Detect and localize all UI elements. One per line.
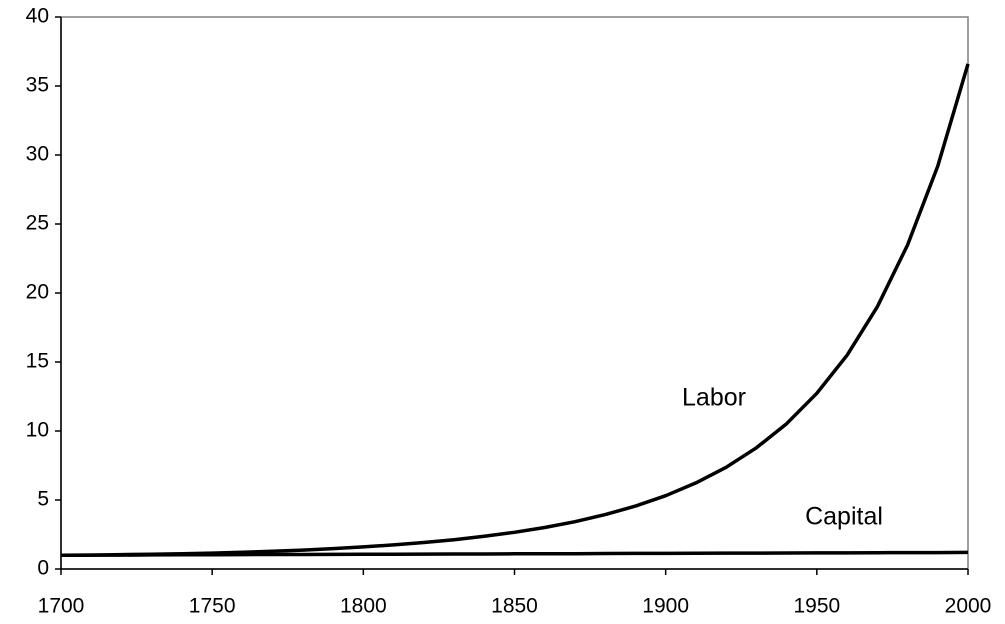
y-tick-label: 35 — [26, 74, 49, 97]
y-tick-label: 5 — [37, 488, 49, 511]
y-tick-label: 10 — [26, 419, 49, 442]
x-tick-label: 1700 — [38, 595, 85, 618]
x-tick-label: 1800 — [340, 595, 387, 618]
y-tick-label: 20 — [26, 281, 49, 304]
y-tick-label: 30 — [26, 143, 49, 166]
y-tick-label: 40 — [26, 5, 49, 28]
x-tick-label: 1850 — [491, 595, 538, 618]
y-tick-label: 0 — [37, 557, 49, 580]
x-tick-label: 2000 — [945, 595, 992, 618]
line-1 — [60, 550, 969, 557]
y-tick-label: 25 — [26, 212, 49, 235]
x-tick-label: 1750 — [189, 595, 236, 618]
series-label: Capital — [805, 503, 883, 531]
x-tick-label: 1900 — [642, 595, 689, 618]
x-tick-label: 1950 — [793, 595, 840, 618]
line-0 — [60, 63, 970, 557]
series-label: Labor — [682, 384, 746, 412]
y-tick-label: 15 — [26, 350, 49, 373]
plot-frame — [60, 16, 969, 570]
